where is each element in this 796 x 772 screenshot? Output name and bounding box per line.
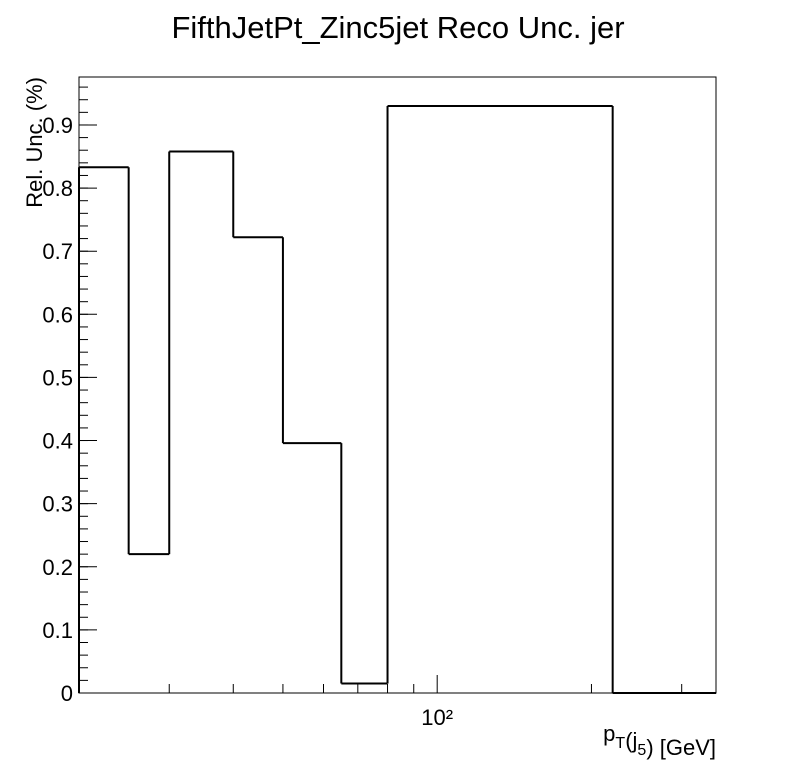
x-axis-label-sub: T [615, 735, 625, 752]
y-tick-label: 0.9 [42, 113, 73, 138]
y-axis-label: Rel. Unc. (%) [22, 77, 47, 208]
x-tick-label: 10² [421, 705, 453, 730]
x-axis-label: pT(j5) [GeV] [603, 721, 716, 760]
x-axis-label-part: ) [GeV] [646, 735, 716, 760]
y-tick-label: 0.4 [42, 429, 73, 454]
y-tick-label: 0.3 [42, 492, 73, 517]
y-tick-label: 0 [61, 681, 73, 706]
y-tick-label: 0.8 [42, 176, 73, 201]
x-axis-label-part: p [603, 721, 615, 746]
x-axis-label-part: (j [625, 728, 637, 753]
y-tick-label: 0.5 [42, 365, 73, 390]
y-tick-label: 0.7 [42, 239, 73, 264]
y-tick-label: 0.6 [42, 302, 73, 327]
y-tick-label: 0.2 [42, 555, 73, 580]
chart-title: FifthJetPt_Zinc5jet Reco Unc. jer [171, 10, 624, 45]
y-tick-label: 0.1 [42, 618, 73, 643]
x-axis-label-sub: 5 [637, 742, 646, 759]
